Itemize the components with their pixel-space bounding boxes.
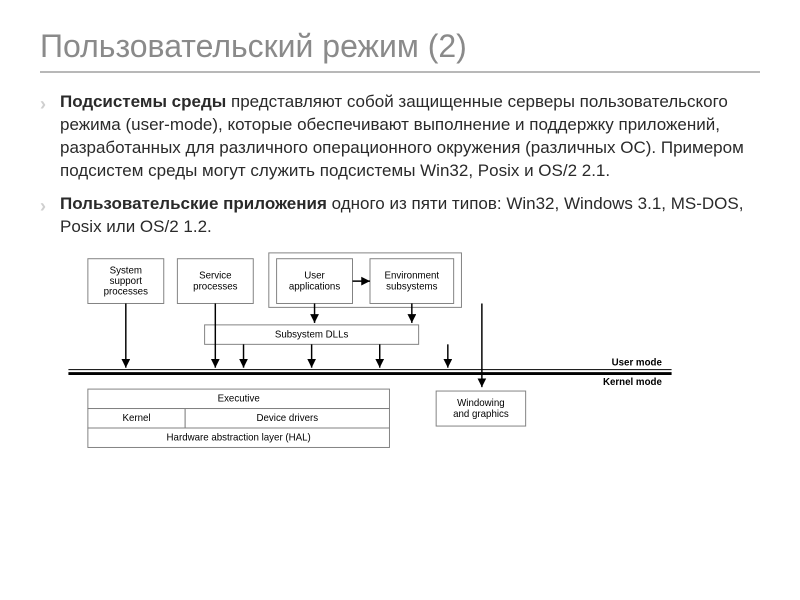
svg-text:Device drivers: Device drivers [257,413,319,424]
architecture-diagram: SystemsupportprocessesServiceprocessesUs… [60,249,680,464]
slide-content: Подсистемы среды представляют собой защи… [40,91,760,239]
bullet-1-bold: Подсистемы среды [60,92,226,111]
svg-text:User: User [304,270,325,281]
bullet-2: Пользовательские приложения одного из пя… [40,193,760,239]
svg-text:applications: applications [289,281,340,292]
slide: Пользовательский режим (2) Подсистемы ср… [0,0,800,600]
bullet-2-bold: Пользовательские приложения [60,194,327,213]
svg-text:System: System [110,265,142,276]
svg-text:Executive: Executive [218,393,260,404]
svg-text:Subsystem DLLs: Subsystem DLLs [275,329,349,340]
svg-text:and graphics: and graphics [453,408,509,419]
slide-title: Пользовательский режим (2) [40,28,760,73]
svg-text:subsystems: subsystems [386,281,437,292]
svg-text:Environment: Environment [385,270,440,281]
diagram-svg: SystemsupportprocessesServiceprocessesUs… [60,249,680,464]
svg-text:Hardware abstraction layer (HA: Hardware abstraction layer (HAL) [167,432,311,443]
svg-text:support: support [110,276,143,287]
svg-text:Kernel: Kernel [122,413,150,424]
svg-text:Kernel mode: Kernel mode [603,377,662,388]
svg-text:Service: Service [199,270,231,281]
svg-text:User mode: User mode [612,357,663,368]
svg-text:Windowing: Windowing [457,398,505,409]
svg-text:processes: processes [104,286,148,297]
bullet-1: Подсистемы среды представляют собой защи… [40,91,760,183]
svg-text:processes: processes [193,281,237,292]
